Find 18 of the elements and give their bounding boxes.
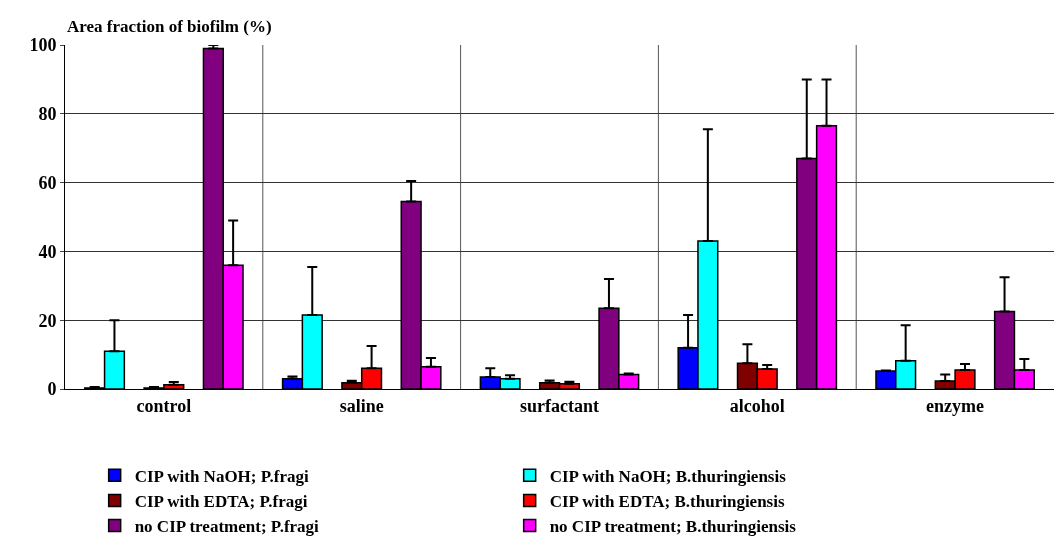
legend-label: CIP with EDTA; P.fragi: [134, 492, 308, 512]
legend-label: no CIP treatment; B.thuringiensis: [549, 517, 797, 537]
legend-label: CIP with NaOH; P.fragi: [134, 466, 310, 486]
x-tick-label: enzyme: [926, 395, 985, 416]
y-tick-label: 20: [38, 310, 57, 331]
x-tick-label: saline: [339, 395, 384, 416]
y-tick-label: 80: [38, 104, 57, 125]
y-tick-label: 40: [38, 241, 57, 262]
legend-label: CIP with EDTA; B.thuringiensis: [549, 492, 785, 512]
y-tick-label: 0: [47, 379, 57, 400]
y-tick-label: 100: [29, 35, 57, 56]
y-tick-label: 60: [38, 172, 57, 193]
x-tick-label: control: [136, 395, 192, 416]
legend-label: no CIP treatment; P.fragi: [134, 517, 320, 537]
y-axis-title: Area fraction of biofilm (%): [67, 17, 272, 36]
x-tick-label: alcohol: [729, 395, 785, 416]
legend-label: CIP with NaOH; B.thuringiensis: [549, 466, 787, 486]
x-tick-label: surfactant: [520, 395, 599, 416]
